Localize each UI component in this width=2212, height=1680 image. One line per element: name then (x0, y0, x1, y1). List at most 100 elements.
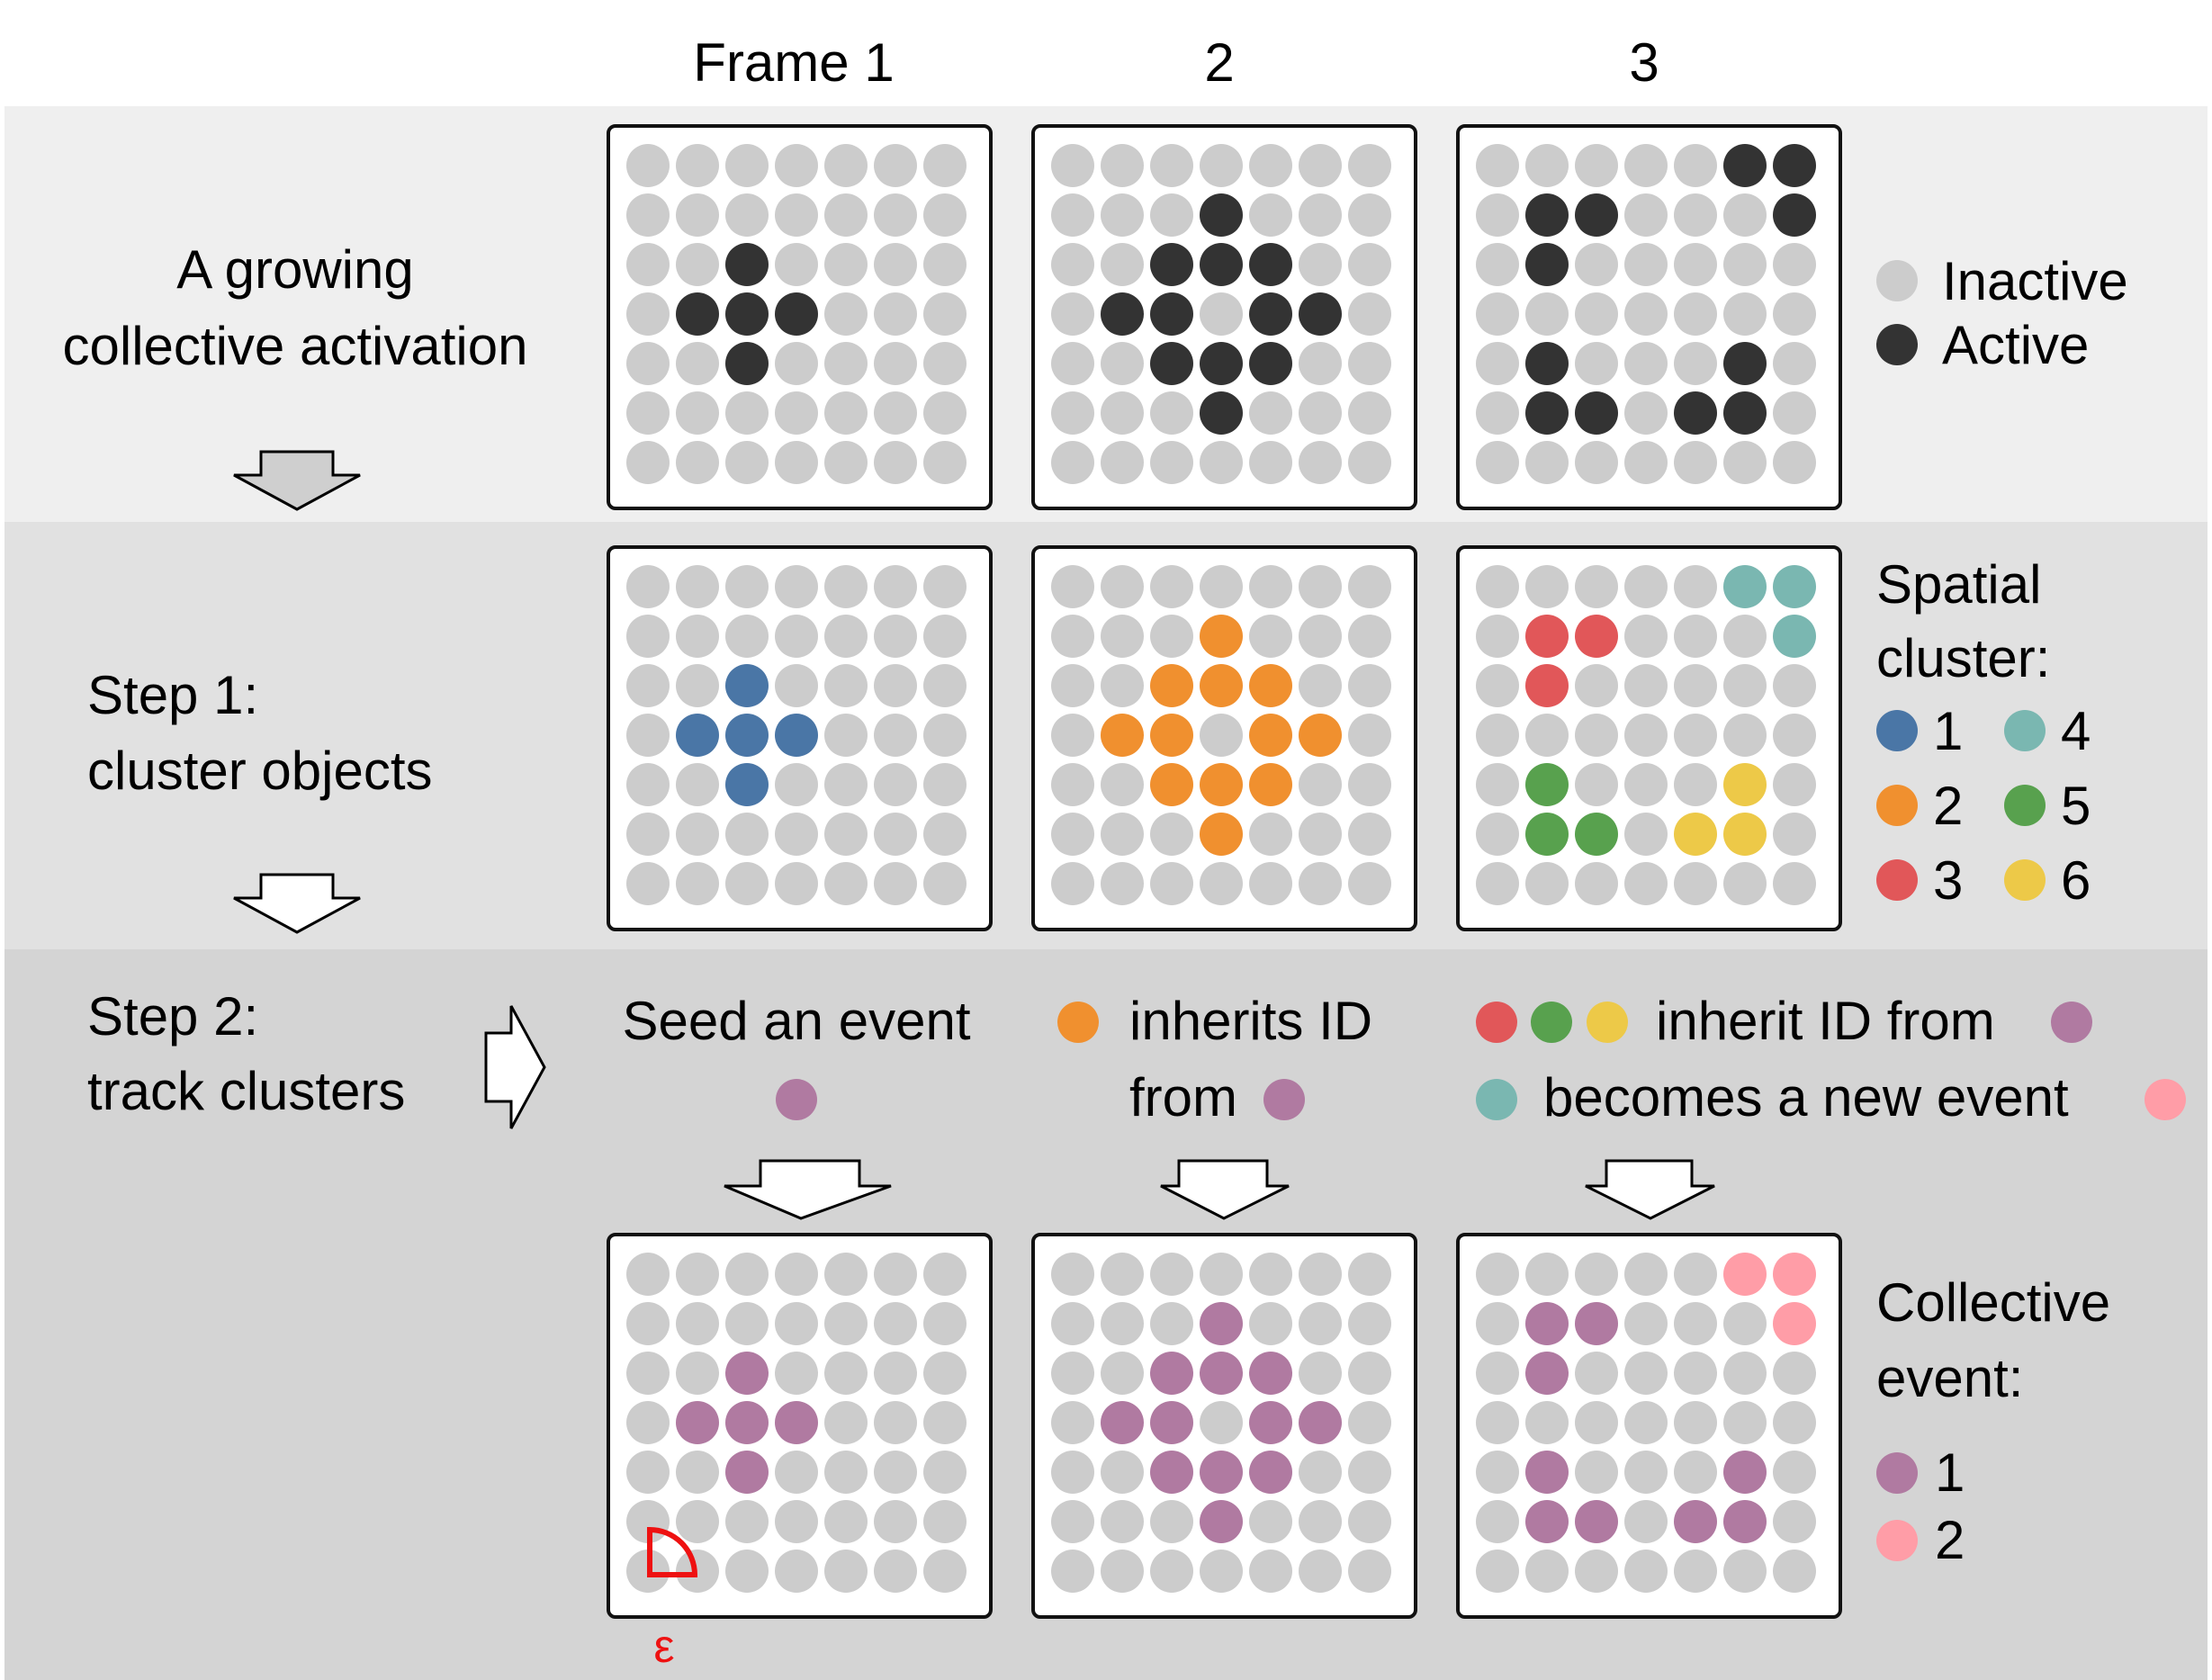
inactive-dot (923, 1550, 967, 1593)
inactive-dot (1575, 664, 1618, 707)
inactive-dot (1348, 615, 1391, 658)
inactive-dot (1476, 1352, 1519, 1395)
cluster-3-dot (1525, 664, 1569, 707)
legend-active-label: Active (1942, 315, 2089, 375)
annotation-seed-event: Seed an event (623, 991, 971, 1051)
inactive-dot (824, 615, 868, 658)
inactive-dot (1674, 1451, 1717, 1494)
annotation-cluster4-dot (1476, 1079, 1517, 1120)
cluster-5-dot (1525, 813, 1569, 856)
event-1-dot (725, 1352, 769, 1395)
inactive-dot (1624, 813, 1668, 856)
inactive-dot (824, 862, 868, 905)
header-frame-3: 3 (1629, 32, 1659, 93)
inactive-dot (1348, 862, 1391, 905)
cluster-2-dot (1249, 664, 1292, 707)
inactive-dot (725, 1302, 769, 1345)
inactive-dot (1773, 813, 1816, 856)
inactive-dot (1773, 342, 1816, 385)
inactive-dot (1299, 1550, 1342, 1593)
inactive-dot (775, 1550, 818, 1593)
inactive-dot (1249, 1302, 1292, 1345)
step2-label-line1: Step 2: (87, 986, 258, 1047)
inactive-dot (1150, 1500, 1193, 1543)
active-dot (1525, 391, 1569, 435)
inactive-dot (1575, 1550, 1618, 1593)
inactive-dot (1299, 441, 1342, 484)
active-dot (775, 292, 818, 336)
inactive-dot (676, 1253, 719, 1296)
inactive-dot (1773, 1550, 1816, 1593)
cluster-6-dot (1723, 763, 1767, 806)
inactive-dot (1249, 391, 1292, 435)
inactive-dot (1624, 763, 1668, 806)
active-dot (1773, 144, 1816, 187)
inactive-dot (1723, 292, 1767, 336)
inactive-dot (1249, 441, 1292, 484)
inactive-dot (1299, 1302, 1342, 1345)
inactive-dot (1299, 1500, 1342, 1543)
inactive-dot (874, 342, 917, 385)
inactive-dot (1200, 1401, 1243, 1444)
active-dot (725, 243, 769, 286)
inactive-dot (676, 813, 719, 856)
inactive-dot (1051, 763, 1094, 806)
event-1-dot (1674, 1500, 1717, 1543)
inactive-dot (676, 441, 719, 484)
inactive-dot (1051, 862, 1094, 905)
inactive-dot (874, 1500, 917, 1543)
inactive-dot (1348, 391, 1391, 435)
inactive-dot (775, 243, 818, 286)
inactive-dot (1674, 1253, 1717, 1296)
event-1-dot (1200, 1451, 1243, 1494)
inactive-dot (1674, 441, 1717, 484)
active-dot (1150, 243, 1193, 286)
inactive-dot (874, 763, 917, 806)
inactive-dot (923, 664, 967, 707)
inactive-dot (1624, 1500, 1668, 1543)
inactive-dot (1674, 565, 1717, 608)
active-dot (1200, 342, 1243, 385)
inactive-dot (1249, 193, 1292, 237)
inactive-dot (1575, 1401, 1618, 1444)
inactive-dot (1101, 1451, 1144, 1494)
inactive-dot (1575, 342, 1618, 385)
inactive-dot (1348, 763, 1391, 806)
inactive-dot (923, 1451, 967, 1494)
legend-cluster-3-dot (1876, 859, 1918, 901)
inactive-dot (1575, 862, 1618, 905)
legend-cluster-5-label: 5 (2061, 776, 2091, 836)
inactive-dot (1525, 565, 1569, 608)
inactive-dot (1299, 1451, 1342, 1494)
event-1-dot (1723, 1451, 1767, 1494)
inactive-dot (874, 714, 917, 757)
inactive-dot (1575, 714, 1618, 757)
inactive-dot (626, 862, 670, 905)
inactive-dot (1624, 1451, 1668, 1494)
event-1-dot (1575, 1500, 1618, 1543)
inactive-dot (1624, 243, 1668, 286)
inactive-dot (1476, 1500, 1519, 1543)
annotation-from: from (1129, 1067, 1237, 1127)
inactive-dot (1674, 1401, 1717, 1444)
inactive-dot (676, 615, 719, 658)
inactive-dot (1624, 1352, 1668, 1395)
legend-spatial-title-line1: Spatial (1876, 554, 2041, 615)
inactive-dot (1525, 714, 1569, 757)
inactive-dot (824, 243, 868, 286)
inactive-dot (923, 243, 967, 286)
inactive-dot (1348, 1302, 1391, 1345)
cluster-2-dot (1249, 714, 1292, 757)
inactive-dot (1624, 1253, 1668, 1296)
inactive-dot (775, 193, 818, 237)
event-1-dot (1299, 1401, 1342, 1444)
active-dot (1249, 292, 1292, 336)
inactive-dot (725, 1500, 769, 1543)
inactive-dot (676, 243, 719, 286)
inactive-dot (1773, 1401, 1816, 1444)
inactive-dot (626, 391, 670, 435)
inactive-dot (824, 1451, 868, 1494)
event-1-dot (1525, 1451, 1569, 1494)
inactive-dot (1051, 664, 1094, 707)
inactive-dot (824, 292, 868, 336)
